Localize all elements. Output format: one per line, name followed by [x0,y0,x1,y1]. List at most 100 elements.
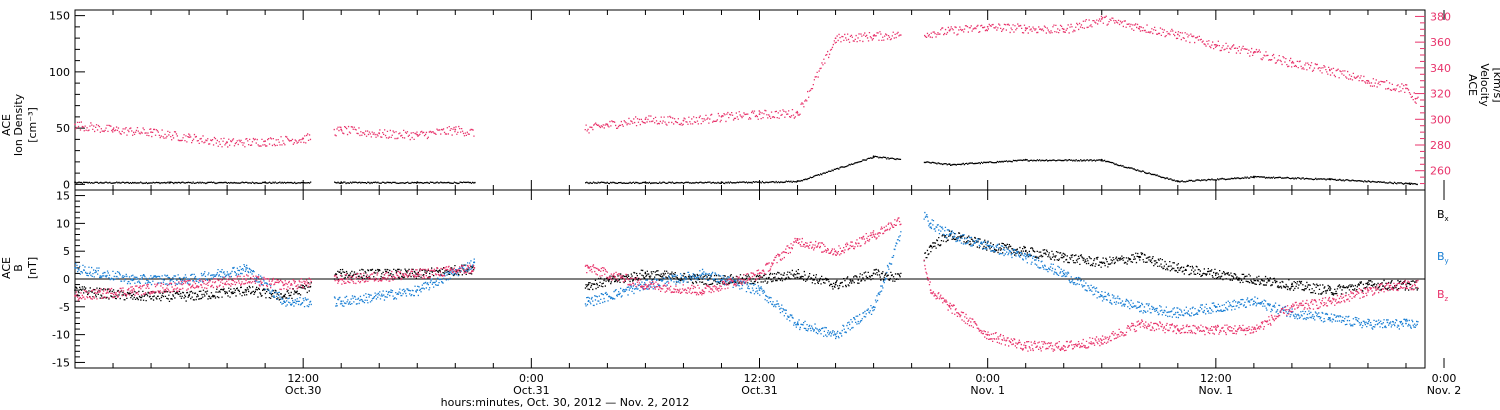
data-point [1367,322,1369,325]
data-point [302,137,305,140]
x-tick-label-time: 12:00 [744,372,776,385]
data-point [834,333,837,336]
data-point [340,272,343,275]
velocity-label-line2: Velocity [1478,63,1491,107]
data-point [416,289,419,292]
data-point [1062,272,1065,275]
series-velocity [74,15,1419,148]
data-point [283,283,286,286]
series-points [75,15,1419,148]
data-point [1100,18,1103,20]
data-point [1138,322,1141,325]
data-point [1024,27,1027,29]
data-point [872,34,875,37]
data-point [1291,283,1293,286]
data-point [1138,305,1141,308]
data-point [606,123,609,126]
data-point [340,181,343,184]
top-left-axis-label: ACE Ion Density [cm⁻³] [0,93,39,156]
data-point [1214,272,1217,275]
data-point [929,222,932,225]
bottom-left-axis: -15 -10 -5 0 5 10 15 [52,190,85,369]
bottom-left-tick-label: 0 [63,273,70,286]
data-point [1024,255,1027,258]
data-point [340,300,343,303]
data-point [1367,283,1369,286]
data-point [758,113,761,116]
data-point [245,278,248,280]
ion-density-label-line2: Ion Density [12,93,25,156]
series-density [74,155,1418,186]
data-point [796,111,799,114]
data-point [720,181,723,184]
data-point [644,118,647,121]
top-right-tick-label: 260 [1430,165,1451,178]
data-point [948,305,951,308]
top-panel: 0 50 100 150 260 280 300 320 340 360 380 ACE Ion … [0,9,1500,191]
data-point [1214,305,1217,308]
data-point [1252,328,1255,330]
data-point [1414,97,1417,100]
bottom-left-tick-label: -5 [59,301,70,314]
x-tick-label-time: 12:00 [287,372,319,385]
data-point [948,163,951,166]
data-point [796,180,799,182]
legend-entry-By: By [1437,250,1449,265]
series-points [75,155,1418,186]
data-point [188,294,190,297]
bottom-left-axis-label: ACE B [nT] [0,257,39,279]
x-tick-label-time: 12:00 [1200,372,1232,385]
data-point [834,283,837,286]
data-point [986,25,989,28]
data-point [473,266,476,269]
legend-entry-Bx: Bx [1437,208,1449,223]
data-point [1252,300,1255,303]
b-unit: [nT] [26,257,39,279]
data-point [644,181,647,184]
data-point [929,244,932,247]
bottom-left-tick-label: 10 [56,217,70,230]
data-point [986,333,989,336]
data-point [1405,322,1407,325]
top-left-tick-label: 0 [63,178,70,191]
data-point [131,294,133,297]
data-point [1176,311,1179,314]
data-point [340,128,343,131]
data-point [1329,177,1331,180]
data-point [1100,294,1103,297]
data-point [378,132,381,135]
data-point [986,244,989,247]
data-point [74,266,76,269]
data-point [1367,79,1369,82]
velocity-label-line1: ACE [1466,74,1479,96]
data-point [796,239,799,241]
x-tick-label-date: Oct.30 [285,384,322,397]
top-right-tick-label: 300 [1430,113,1451,126]
data-point [188,283,190,286]
data-point [1405,283,1407,286]
data-point [1329,317,1331,319]
data-point [1062,344,1065,347]
data-point [264,181,267,184]
bottom-left-tick-label: 5 [63,245,70,258]
x-tick-label-time: 0:00 [975,372,1000,385]
data-point [682,119,685,122]
bottom-series [74,211,1419,352]
data-point [834,37,837,40]
data-point [1252,51,1255,54]
data-point [796,272,799,275]
x-tick-label-date: Nov. 1 [970,384,1005,397]
data-point [1214,43,1217,46]
x-tick-label-date: Oct.31 [513,384,550,397]
top-series [74,15,1419,186]
b-label-line1: ACE [0,257,13,279]
data-point [720,115,723,118]
top-right-tick-label: 360 [1430,36,1451,49]
top-left-tick-label: 50 [56,122,70,135]
top-right-tick-label: 340 [1430,62,1451,75]
ion-density-unit: [cm⁻³] [26,107,39,143]
data-point [1176,328,1179,330]
top-right-axis-label: ACE Velocity [km/s] [1466,63,1500,107]
data-point [872,305,875,308]
bottom-left-tick-label: -15 [52,356,70,369]
